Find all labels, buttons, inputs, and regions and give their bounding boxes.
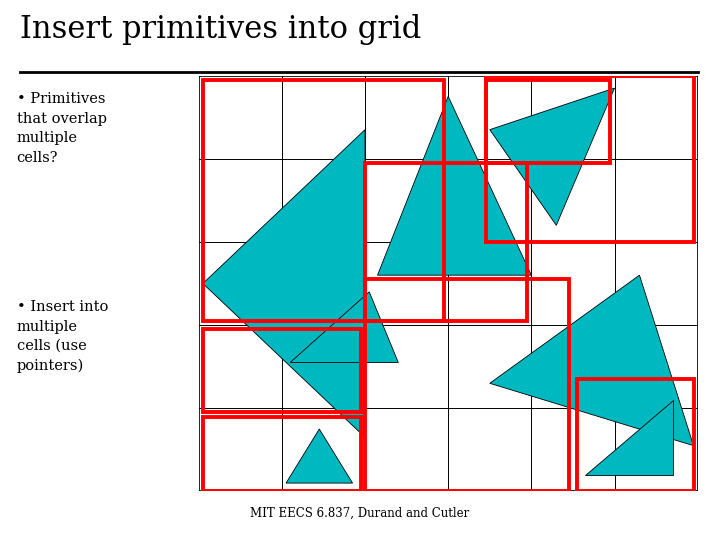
Polygon shape bbox=[490, 275, 693, 445]
Polygon shape bbox=[490, 88, 615, 225]
Bar bbox=[485, 76, 693, 242]
Polygon shape bbox=[290, 292, 398, 362]
Bar bbox=[203, 329, 361, 413]
Polygon shape bbox=[203, 130, 365, 437]
Bar bbox=[577, 379, 693, 491]
Polygon shape bbox=[585, 400, 672, 475]
Text: • Primitives
that overlap
multiple
cells?: • Primitives that overlap multiple cells… bbox=[17, 92, 107, 165]
Bar bbox=[203, 80, 444, 321]
Text: MIT EECS 6.837, Durand and Cutler: MIT EECS 6.837, Durand and Cutler bbox=[251, 507, 469, 520]
Text: Insert primitives into grid: Insert primitives into grid bbox=[20, 14, 421, 45]
Bar bbox=[365, 163, 527, 321]
Bar bbox=[485, 80, 611, 163]
Polygon shape bbox=[377, 96, 531, 275]
Text: • Insert into
multiple
cells (use
pointers): • Insert into multiple cells (use pointe… bbox=[17, 300, 108, 373]
Bar bbox=[365, 279, 569, 491]
Polygon shape bbox=[286, 429, 353, 483]
Bar bbox=[203, 416, 361, 491]
